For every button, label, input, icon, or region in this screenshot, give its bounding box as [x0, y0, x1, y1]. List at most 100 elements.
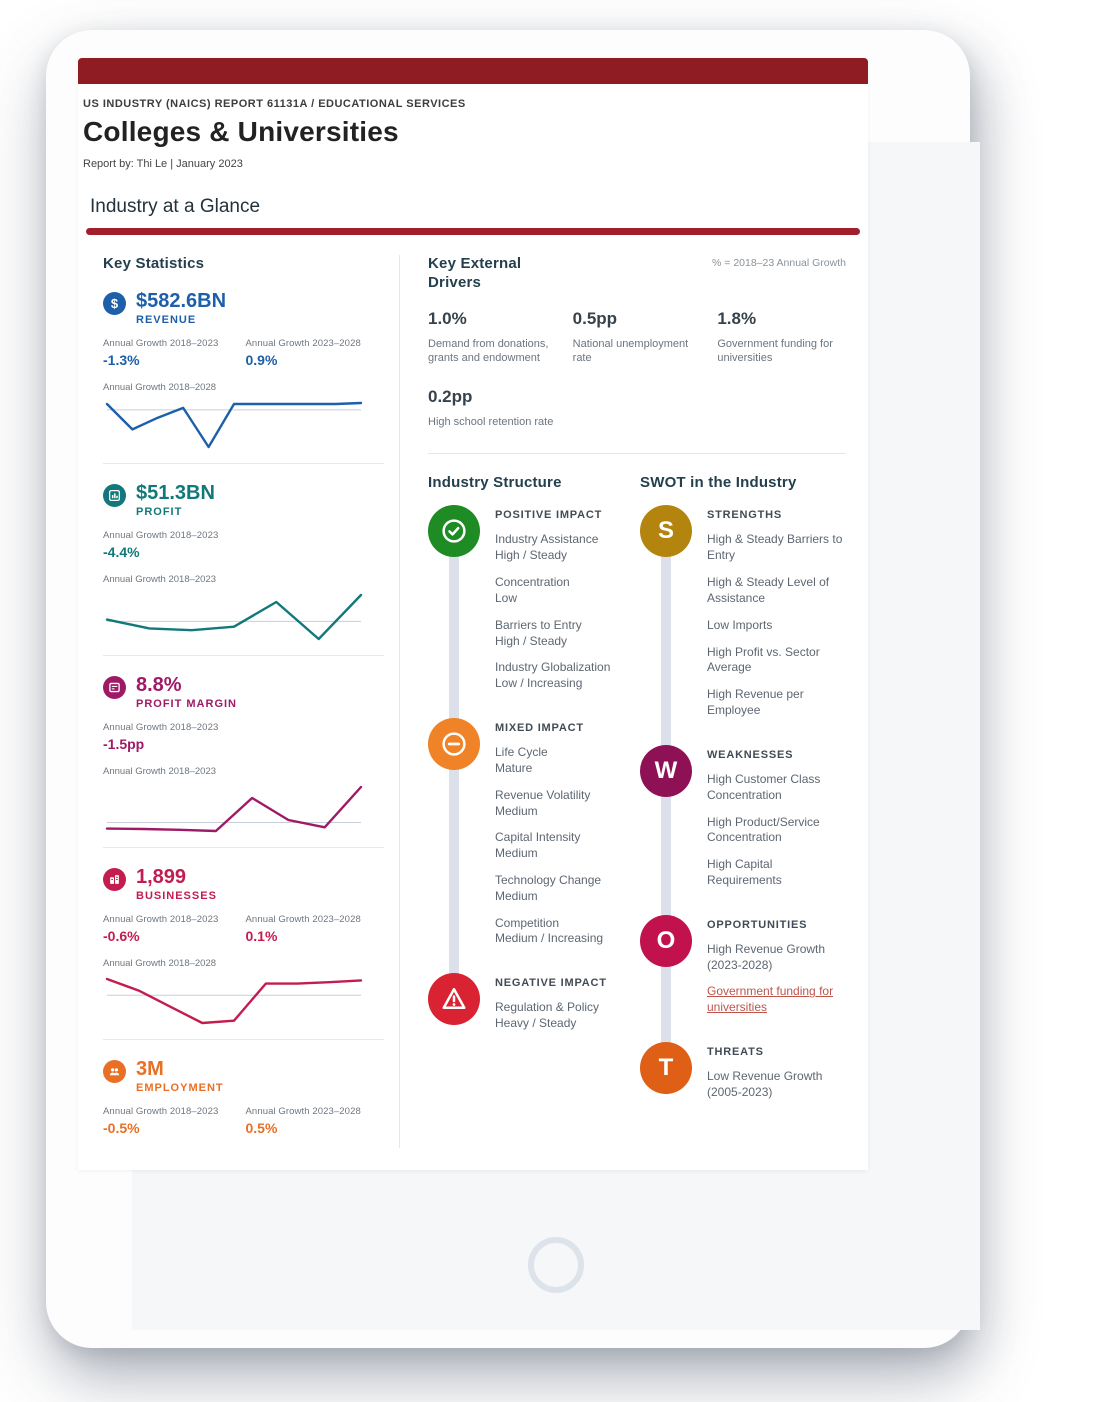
dollar-icon: $	[103, 292, 126, 315]
structure-timeline: POSITIVE IMPACT Industry Assistance High …	[428, 505, 634, 1032]
swot-item: Low Revenue Growth (2005-2023)	[707, 1069, 823, 1099]
key-statistics-column: Key Statistics $ $582.6BN REVENUE	[78, 255, 400, 1148]
structure-item: Regulation & Policy Heavy / Steady	[495, 1000, 607, 1032]
growth-value: 0.5%	[245, 1120, 278, 1136]
driver-value: 1.8%	[717, 308, 757, 328]
profit-sparkline	[105, 593, 363, 641]
swot-item: High & Steady Barriers to Entry	[707, 532, 843, 563]
report-page: US INDUSTRY (NAICS) REPORT 61131A / EDUC…	[78, 58, 868, 1170]
structure-item: Technology Change Medium	[495, 873, 603, 905]
growth-label: Annual Growth 2023–2028	[245, 914, 361, 925]
stat-label: REVENUE	[136, 314, 197, 326]
driver-value: 0.2pp	[428, 387, 473, 407]
revenue-sparkline	[105, 401, 363, 449]
item-value: Medium	[495, 803, 538, 818]
strengths-badge: S	[640, 505, 692, 558]
building-icon	[103, 868, 126, 891]
growth-value: -4.4%	[103, 544, 140, 560]
check-circle-icon	[428, 505, 480, 558]
item-value: High / Steady	[495, 548, 568, 563]
item-value: Heavy / Steady	[495, 1016, 577, 1031]
driver-label: National unemployment rate	[572, 337, 689, 364]
swot-item: High Profit vs. Sector Average	[707, 644, 820, 675]
stat-value: $51.3BN	[136, 482, 215, 504]
stat-label: EMPLOYMENT	[136, 1082, 224, 1094]
home-button	[528, 1237, 584, 1293]
growth-value: -0.5%	[103, 1120, 140, 1136]
growth-value: -1.5pp	[103, 736, 145, 752]
opportunities-badge: O	[640, 914, 692, 967]
growth-label: Annual Growth 2018–2023	[103, 722, 219, 733]
swot-item: High Customer Class Concentration	[707, 771, 821, 802]
strengths-group: S STRENGTHS High & Steady Barriers to En…	[640, 505, 846, 718]
group-title: NEGATIVE IMPACT	[495, 977, 607, 990]
driver-value: 0.5pp	[572, 308, 618, 328]
swot-item: High Capital Requirements	[707, 857, 782, 887]
threats-badge: T	[640, 1042, 692, 1095]
growth-label: Annual Growth 2018–2023	[103, 914, 219, 925]
opportunities-group: O OPPORTUNITIES High Revenue Growth (202…	[640, 914, 846, 1016]
driver-label: High school retention rate	[428, 416, 554, 429]
swot-item: Government funding for universities	[707, 984, 846, 1016]
industry-structure-column: Industry Structure POSITIVE IMPACT	[428, 474, 634, 1100]
stat-revenue: $ $582.6BN REVENUE Annual Growth 2018–20…	[103, 272, 384, 464]
item-name: Concentration	[495, 575, 570, 590]
key-statistics-heading: Key Statistics	[103, 255, 205, 272]
sparkline-label: Annual Growth 2018–2023	[103, 574, 217, 585]
badge-letter: T	[658, 1054, 674, 1082]
item-value: Mature	[495, 760, 533, 775]
ledger-icon	[103, 676, 126, 699]
stat-value: 8.8%	[136, 674, 182, 696]
people-icon	[103, 1060, 126, 1083]
drivers-heading: Key External Drivers	[428, 255, 522, 291]
structure-item: Barriers to Entry High / Steady	[495, 618, 610, 650]
government-funding-link[interactable]: Government funding for universities	[707, 984, 834, 1015]
divider	[428, 453, 846, 455]
stat-businesses: 1,899 BUSINESSES Annual Growth 2018–2023…	[103, 848, 384, 1040]
growth-value: -0.6%	[103, 928, 140, 944]
badge-letter: W	[654, 756, 678, 784]
stat-profit: $51.3BN PROFIT Annual Growth 2018–2023 -…	[103, 464, 384, 656]
swot-item: High Product/Service Concentration	[707, 814, 820, 845]
growth-label: Annual Growth 2023–2028	[245, 338, 361, 349]
mixed-impact-group: MIXED IMPACT Life Cycle Mature Revenue Vo…	[428, 718, 634, 947]
stat-value: $582.6BN	[136, 290, 227, 312]
group-title: WEAKNESSES	[707, 748, 794, 761]
page-title: Colleges & Universities	[83, 116, 399, 147]
item-value: Medium / Increasing	[495, 931, 604, 946]
item-name: Competition	[495, 915, 560, 930]
stat-value: 3M	[136, 1058, 164, 1080]
item-value: Medium	[495, 888, 538, 903]
negative-impact-group: NEGATIVE IMPACT Regulation & Policy Heavy…	[428, 973, 634, 1032]
item-name: Industry Assistance	[495, 532, 599, 547]
item-value: Medium	[495, 846, 538, 861]
businesses-sparkline	[105, 977, 363, 1025]
swot-item: Low Imports	[707, 617, 773, 632]
weaknesses-group: W WEAKNESSES High Customer Class Concent…	[640, 744, 846, 889]
growth-value: 0.1%	[245, 928, 278, 944]
stat-profit-margin: 8.8% PROFIT MARGIN Annual Growth 2018–20…	[103, 656, 384, 848]
drivers-note: % = 2018–23 Annual Growth	[712, 257, 846, 269]
swot-heading: SWOT in the Industry	[640, 474, 797, 492]
item-name: Revenue Volatility	[495, 787, 591, 802]
driver-item: 1.8% Government funding for universities	[717, 309, 846, 366]
industry-structure-heading: Industry Structure	[428, 474, 562, 492]
report-topbar	[78, 58, 868, 84]
stat-label: PROFIT MARGIN	[136, 698, 237, 710]
stat-label: BUSINESSES	[136, 890, 217, 902]
group-title: STRENGTHS	[707, 509, 783, 522]
swot-item: High Revenue per Employee	[707, 687, 804, 718]
driver-item: 1.0% Demand from donations, grants and e…	[428, 309, 557, 366]
structure-item: Life Cycle Mature	[495, 745, 603, 777]
structure-item: Revenue Volatility Medium	[495, 788, 603, 820]
report-eyebrow: US INDUSTRY (NAICS) REPORT 61131A / EDUC…	[83, 98, 466, 110]
item-value: Low / Increasing	[495, 676, 583, 691]
growth-label: Annual Growth 2018–2023	[103, 1106, 219, 1117]
driver-value: 1.0%	[428, 308, 467, 328]
positive-impact-group: POSITIVE IMPACT Industry Assistance High …	[428, 505, 634, 692]
right-column: Key External Drivers % = 2018–23 Annual …	[400, 255, 868, 1148]
item-name: Technology Change	[495, 872, 602, 887]
stat-value: 1,899	[136, 866, 187, 888]
structure-item: Capital Intensity Medium	[495, 830, 603, 862]
